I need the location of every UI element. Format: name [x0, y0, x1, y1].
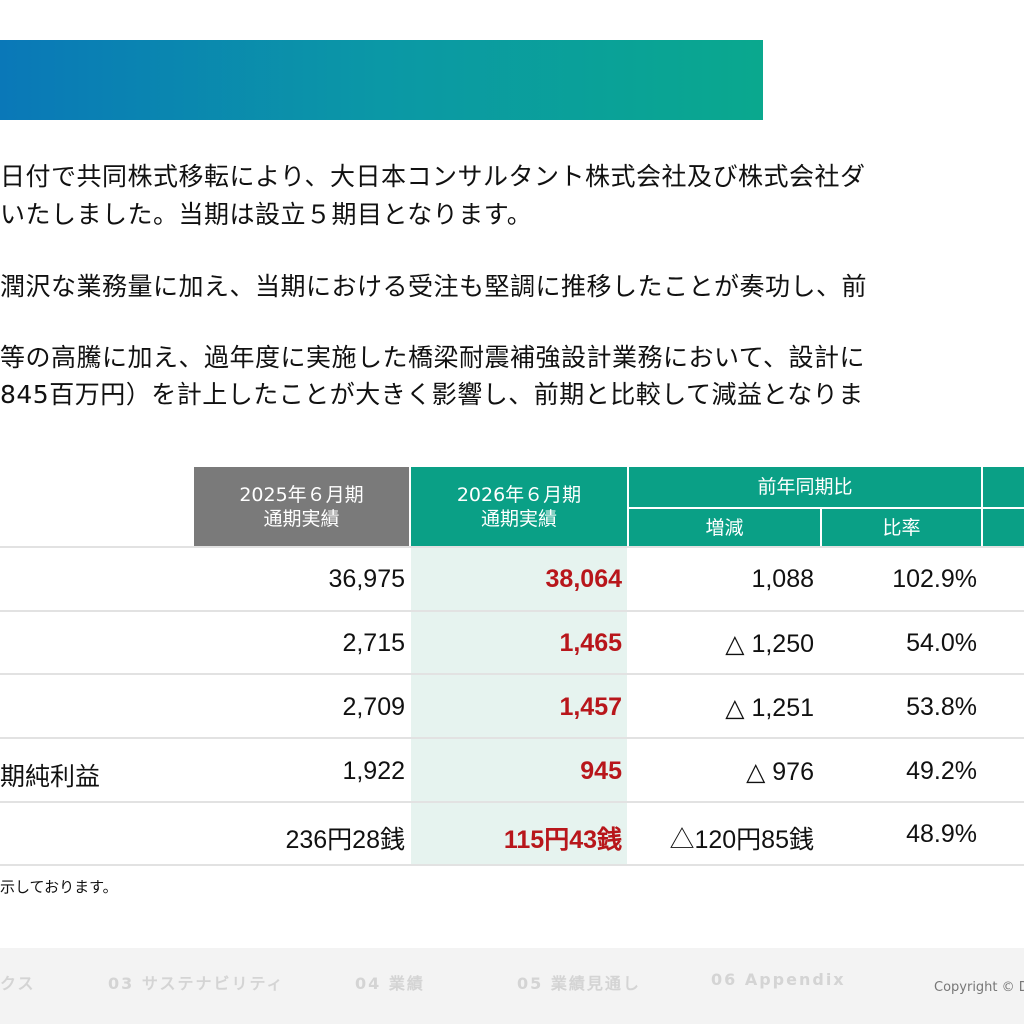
- row-divider: [0, 610, 1024, 612]
- header-change: 増減: [629, 509, 820, 547]
- cell-ratio: 54.0%: [906, 629, 977, 657]
- cell-curr: 115円43銭: [503, 826, 622, 854]
- cell-prev: 36,975: [328, 565, 405, 593]
- footer-nav-sustainability[interactable]: 03 サステナビリティ: [108, 974, 285, 993]
- row-divider: [0, 673, 1024, 675]
- cell-change: △ 1,250: [725, 630, 814, 658]
- footer-nav-outlook[interactable]: 05 業績見通し: [517, 974, 641, 993]
- header-prev-period: 2025年６月期 通期実績: [194, 467, 409, 547]
- cell-curr: 945: [580, 757, 622, 785]
- row-divider: [0, 546, 1024, 548]
- footer-bar: [0, 948, 1024, 1024]
- cell-change: 1,088: [751, 565, 814, 593]
- paragraph-line-1: 日付で共同株式移転により、大日本コンサルタント株式会社及び株式会社ダ: [0, 162, 866, 191]
- cell-change: △ 1,251: [725, 694, 814, 722]
- cell-ratio: 48.9%: [906, 820, 977, 848]
- cell-curr: 38,064: [545, 565, 622, 593]
- paragraph-line-2: いたしました。当期は設立５期目となります。: [0, 200, 533, 229]
- current-period-highlight: [411, 547, 627, 864]
- header-yoy: 前年同期比: [629, 467, 981, 507]
- cell-prev: 2,709: [342, 693, 405, 721]
- header-ratio: 比率: [822, 509, 981, 547]
- cell-change: △120円85銭: [669, 826, 814, 854]
- cell-ratio: 102.9%: [892, 565, 977, 593]
- cell-curr: 1,457: [559, 693, 622, 721]
- section-banner: [0, 40, 763, 120]
- cell-prev: 1,922: [342, 757, 405, 785]
- paragraph-line-3: 潤沢な業務量に加え、当期における受注も堅調に推移したことが奏功し、前: [0, 272, 868, 301]
- cell-change: △ 976: [746, 758, 814, 786]
- cell-ratio: 53.8%: [906, 693, 977, 721]
- paragraph-line-5: 845百万円）を計上したことが大きく影響し、前期と比較して減益となりま: [0, 380, 864, 409]
- footer-nav-appendix[interactable]: 06 Appendix: [711, 970, 846, 989]
- header-extra-top: [983, 467, 1024, 507]
- header-curr-period: 2026年６月期 通期実績: [411, 467, 627, 547]
- cell-prev: 2,715: [342, 629, 405, 657]
- row-divider: [0, 737, 1024, 739]
- row-label: 期純利益: [0, 762, 101, 791]
- footer-nav-results[interactable]: 04 業績: [355, 974, 425, 993]
- cell-curr: 1,465: [559, 629, 622, 657]
- row-divider: [0, 864, 1024, 866]
- cell-ratio: 49.2%: [906, 757, 977, 785]
- footnote: 示しております。: [0, 878, 118, 896]
- paragraph-line-4: 等の高騰に加え、過年度に実施した橋梁耐震補強設計業務において、設計に: [0, 343, 866, 372]
- row-divider: [0, 801, 1024, 803]
- footer-nav-item[interactable]: クス: [0, 974, 36, 993]
- copyright: Copyright © D: [934, 980, 1024, 995]
- header-extra-bottom: [983, 509, 1024, 547]
- cell-prev: 236円28銭: [285, 826, 405, 854]
